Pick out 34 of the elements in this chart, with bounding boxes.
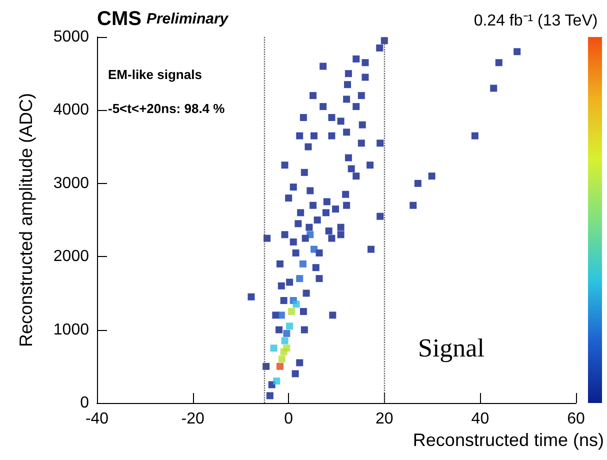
y-tick-label: 3000 [53, 174, 90, 192]
point [270, 344, 278, 352]
point [306, 231, 314, 238]
annotation: -5<t<+20ns: 98.4 % [108, 101, 226, 116]
x-tick-label: 0 [284, 410, 294, 428]
x-tick-label: -20 [181, 410, 204, 428]
point [286, 322, 294, 330]
point [296, 275, 304, 282]
point [288, 308, 295, 315]
annotation: Signal [418, 334, 484, 362]
x-tick-label: 40 [471, 410, 490, 428]
y-tick-label: 5000 [53, 28, 90, 46]
point [281, 337, 288, 344]
point [292, 300, 300, 308]
point [310, 246, 318, 253]
chart-subtitle: 0.24 fb⁻¹ (13 TeV) [474, 12, 598, 30]
point [278, 312, 285, 319]
annotation: EM-like signals [108, 67, 202, 82]
y-axis-title: Reconstructed amplitude (ADC) [16, 92, 36, 348]
point [276, 362, 284, 370]
point [273, 378, 280, 385]
y-tick-label: 2000 [53, 248, 90, 266]
chart-title: CMS Preliminary [97, 8, 229, 30]
y-tick-label: 4000 [53, 102, 90, 119]
x-axis-title: Reconstructed time (ns) [412, 430, 604, 450]
x-tick-label: 60 [567, 410, 585, 428]
x-tick-label: 20 [376, 410, 394, 428]
y-tick-label: 0 [80, 394, 90, 412]
x-tick-label: -40 [85, 410, 109, 428]
point [283, 344, 290, 352]
point [278, 356, 286, 363]
point [299, 260, 306, 268]
y-tick-label: 1000 [53, 321, 90, 338]
point [283, 330, 290, 337]
